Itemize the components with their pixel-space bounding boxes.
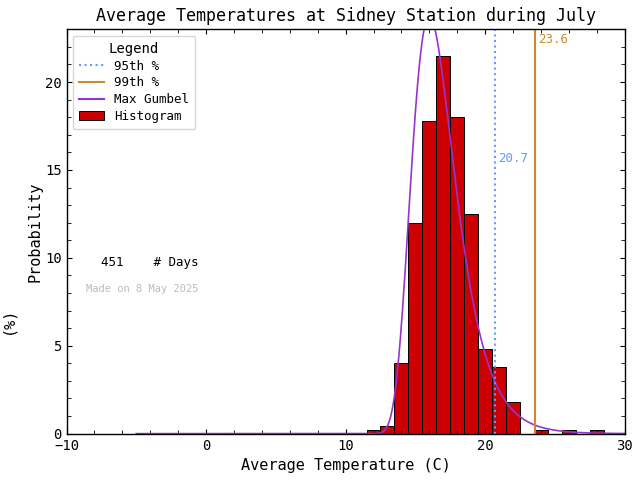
Text: Made on 8 May 2025: Made on 8 May 2025 (86, 284, 198, 294)
Text: 20.7: 20.7 (498, 152, 528, 165)
Y-axis label: Probability: Probability (27, 181, 42, 282)
Bar (506, 402, 520, 433)
Bar (408, 223, 422, 433)
Text: 23.6: 23.6 (538, 33, 568, 46)
Bar (492, 367, 506, 433)
X-axis label: Average Temperature (C): Average Temperature (C) (241, 458, 451, 473)
Bar (464, 214, 478, 433)
Bar (436, 56, 451, 433)
Bar (534, 430, 548, 433)
Bar (451, 117, 464, 433)
Text: 451    # Days: 451 # Days (86, 256, 198, 269)
Bar (562, 430, 576, 433)
Legend: 95th %, 99th %, Max Gumbel, Histogram: 95th %, 99th %, Max Gumbel, Histogram (73, 36, 195, 129)
Bar (381, 426, 394, 433)
Bar (478, 349, 492, 433)
Bar (367, 430, 381, 433)
Bar (422, 120, 436, 433)
Bar (394, 363, 408, 433)
Title: Average Temperatures at Sidney Station during July: Average Temperatures at Sidney Station d… (95, 7, 596, 25)
Bar (590, 430, 604, 433)
Text: (%): (%) (1, 307, 15, 334)
